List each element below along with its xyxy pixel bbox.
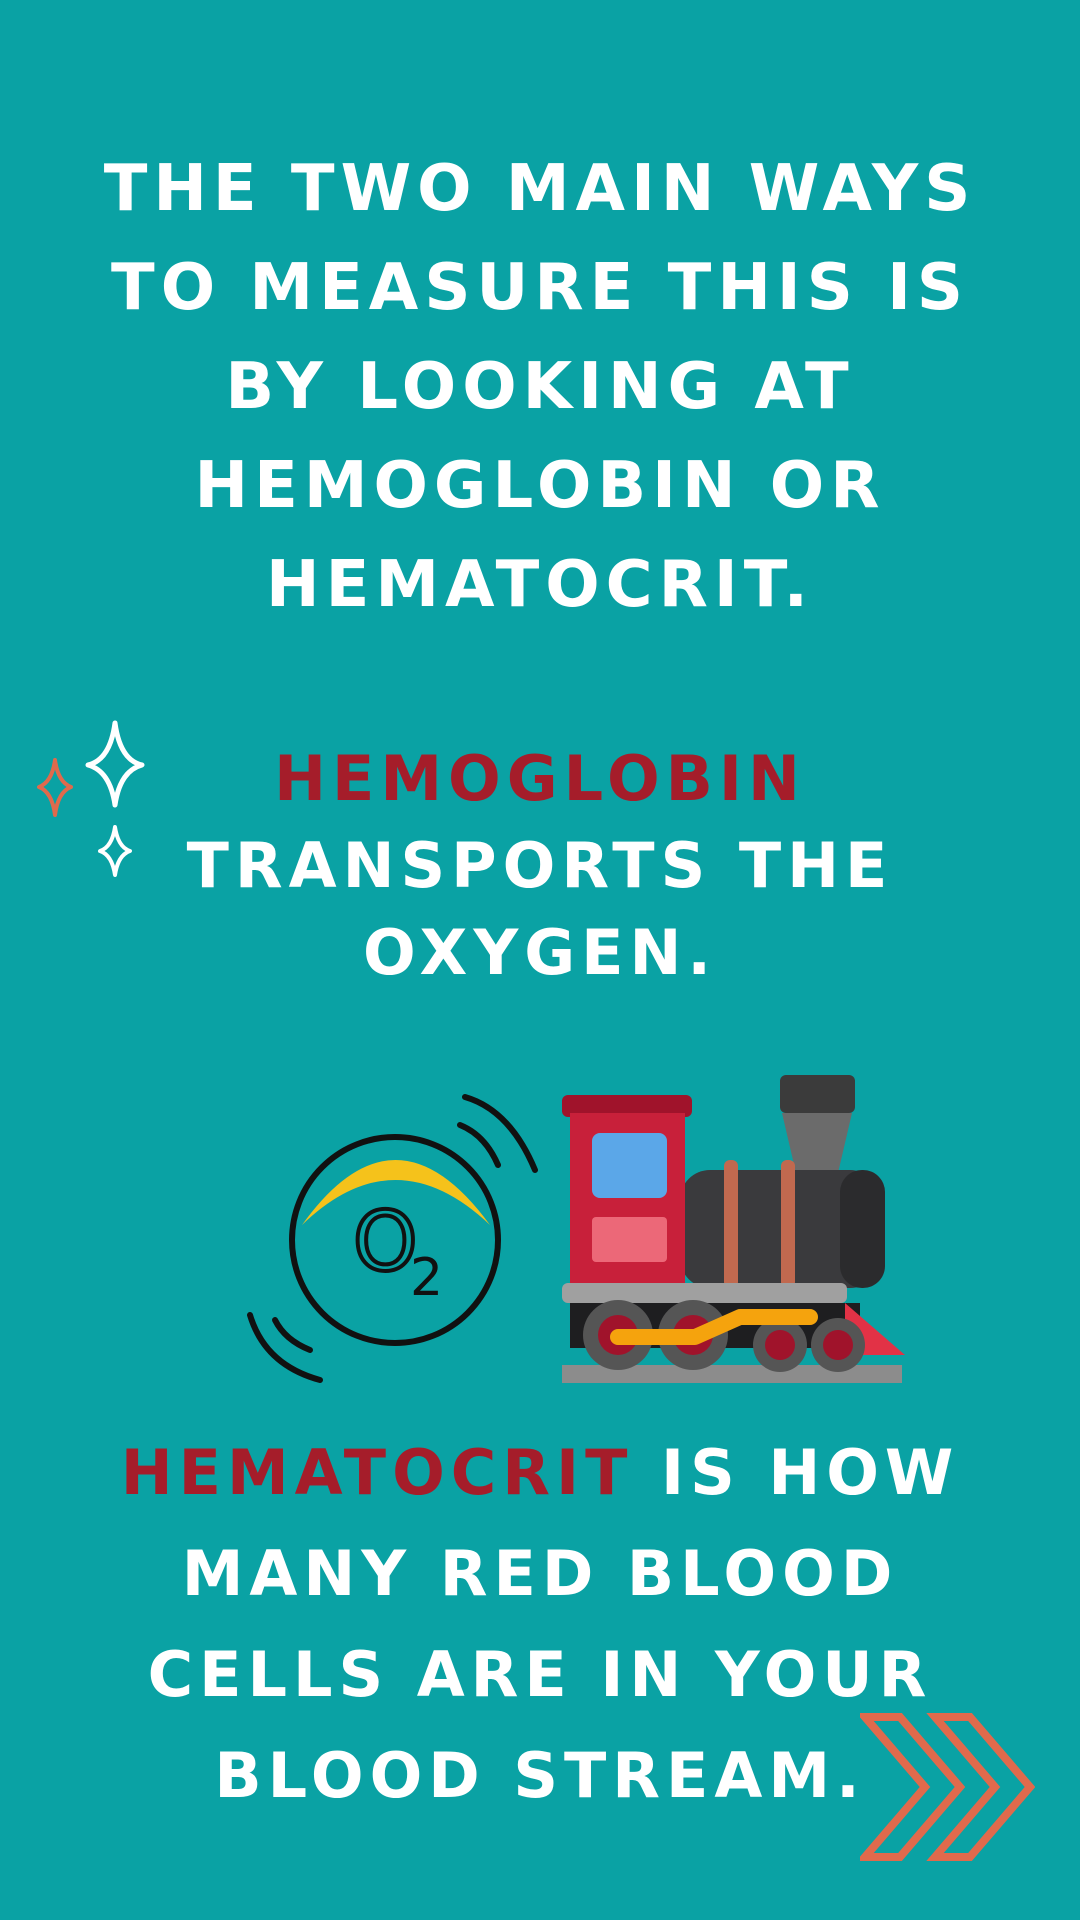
hematocrit-line: blood stream. (214, 1739, 866, 1812)
hemoglobin-line: transports the (186, 829, 894, 902)
hematocrit-paragraph: Hematocrit is how many red blood cells a… (0, 1422, 1080, 1826)
hematocrit-term: Hematocrit (120, 1436, 634, 1509)
hemoglobin-line: oxygen. (363, 916, 717, 989)
oxygen-train-illustration: O 2 (247, 1075, 905, 1383)
intro-line: to measure this is (111, 251, 969, 325)
hemoglobin-term: Hemoglobin (274, 742, 806, 815)
train-icon (562, 1075, 905, 1383)
hematocrit-line: many red blood (181, 1537, 899, 1610)
oxygen-icon: O 2 (247, 1094, 538, 1383)
intro-line: hematocrit. (266, 548, 814, 622)
sparkle-icon (37, 720, 145, 877)
intro-line: by looking at (225, 350, 855, 424)
intro-line: hemoglobin or (194, 449, 886, 523)
hemoglobin-paragraph: Hemoglobin transports the oxygen. (0, 735, 1080, 996)
hematocrit-first-line-rest: is how (633, 1436, 960, 1509)
intro-paragraph: The two main ways to measure this is by … (0, 140, 1080, 635)
hematocrit-line: cells are in your (147, 1638, 933, 1711)
o2-subscript: 2 (410, 1248, 443, 1308)
double-chevron-right-icon[interactable] (860, 1712, 1035, 1862)
o2-label: O (353, 1195, 418, 1290)
intro-line: The two main ways (103, 152, 977, 226)
hematocrit-first-line: Hematocrit is how (0, 1422, 1080, 1523)
